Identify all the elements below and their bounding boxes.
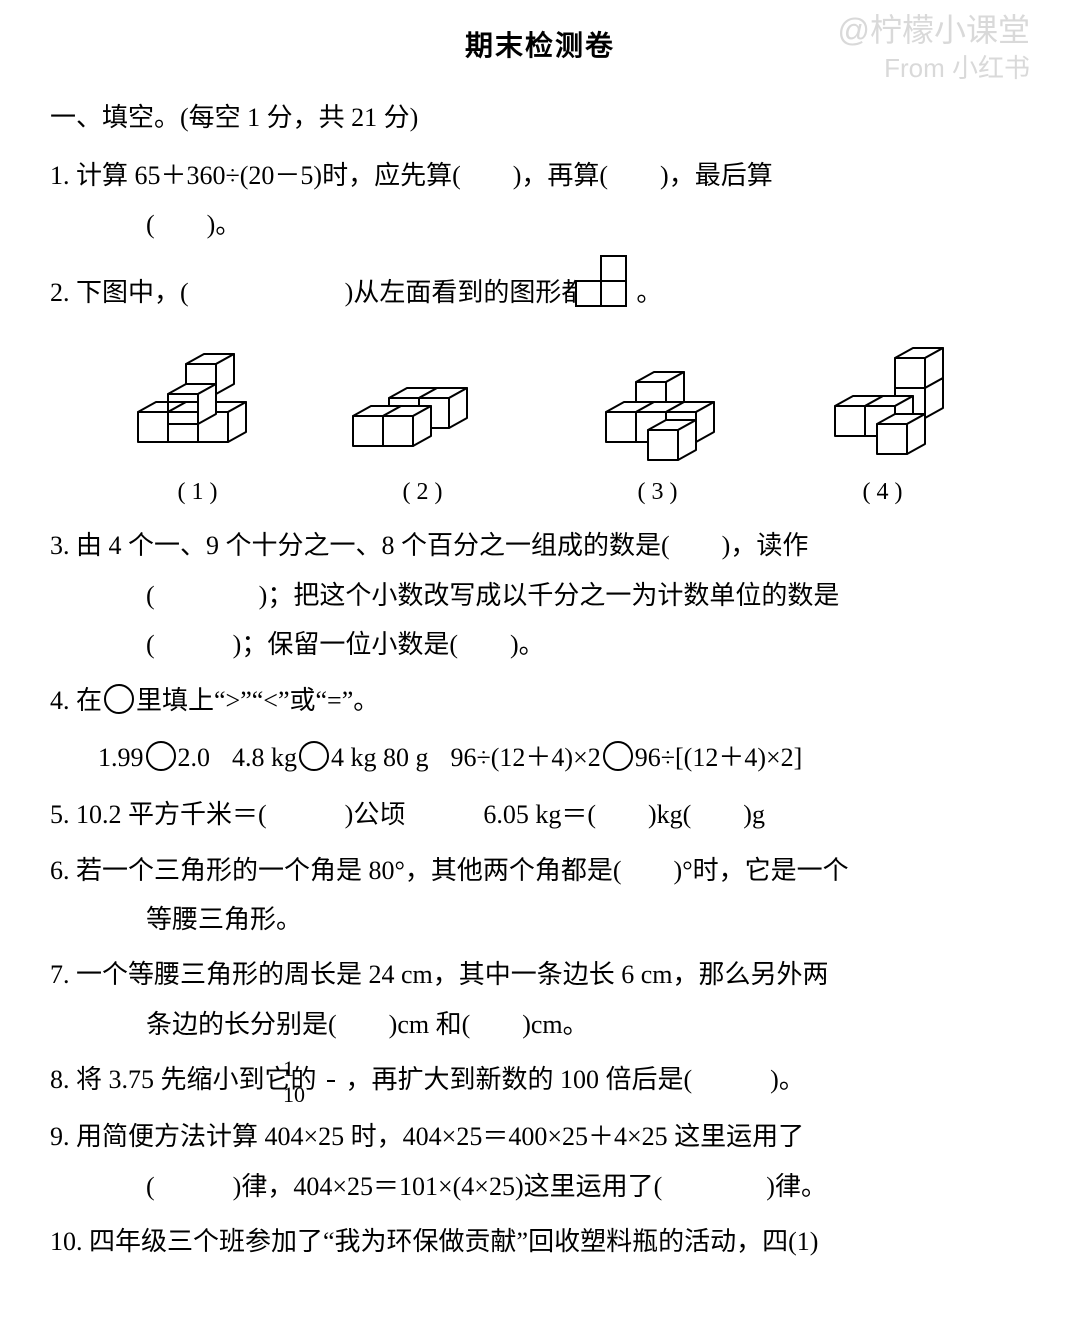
q4-expressions: 1.992.0 4.8 kg4 kg 80 g 96÷(12＋4)×296÷[(… xyxy=(50,733,1030,782)
q4-exp2: 4.8 kg4 kg 80 g xyxy=(232,733,429,782)
q4-text2: 里填上“>”“<”或“=”。 xyxy=(136,686,379,715)
q8-text2: ，再扩大到新数的 100 倍后是( )。 xyxy=(346,1065,805,1094)
circle-icon xyxy=(603,741,633,771)
fraction-denominator: 10 xyxy=(327,1082,335,1106)
q1-text: 1. 计算 65＋360÷(20－5)时，应先算( )，再算( )，最后算 xyxy=(50,161,773,190)
figure-4: ( 4 ) xyxy=(803,336,963,516)
q1-cont: ( )。 xyxy=(98,200,1030,249)
q6-text: 6. 若一个三角形的一个角是 80°，其他两个角都是( )°时，它是一个 xyxy=(50,856,849,885)
circle-icon xyxy=(104,684,134,714)
figure-1: ( 1 ) xyxy=(118,346,278,516)
q9-text: 9. 用简便方法计算 404×25 时，404×25＝400×25＋4×25 这… xyxy=(50,1122,804,1151)
figure-3: ( 3 ) xyxy=(568,346,748,516)
cube-figure-3-icon xyxy=(568,346,748,466)
question-2: 2. 下图中，( )从左面看到的图形都是 。 xyxy=(50,255,1030,325)
q3-text: 3. 由 4 个一、9 个十分之一、8 个百分之一组成的数是( )，读作 xyxy=(50,531,808,560)
section-1-header: 一、填空。(每空 1 分，共 21 分) xyxy=(50,93,1030,142)
question-3: 3. 由 4 个一、9 个十分之一、8 个百分之一组成的数是( )，读作 ( )… xyxy=(50,521,1030,669)
figure-row: ( 1 ) ( 2 ) xyxy=(90,336,990,516)
question-10: 10. 四年级三个班参加了“我为环保做贡献”回收塑料瓶的活动，四(1) xyxy=(50,1217,1030,1266)
question-4: 4. 在 里填上“>”“<”或“=”。 xyxy=(50,676,1030,725)
q9-cont: ( )律，404×25＝101×(4×25)这里运用了( )律。 xyxy=(98,1162,1030,1211)
q4-exp1: 1.992.0 xyxy=(98,733,210,782)
q2-tail: 。 xyxy=(636,278,662,307)
q2-text: 2. 下图中，( )从左面看到的图形都是 xyxy=(50,278,613,307)
q4-text: 4. 在 xyxy=(50,686,102,715)
q3-cont1: ( )；把这个小数改写成以千分之一为计数单位的数是 xyxy=(98,571,1030,620)
q8-text1: 8. 将 3.75 先缩小到它的 xyxy=(50,1065,317,1094)
q3-cont2: ( )；保留一位小数是( )。 xyxy=(98,620,1030,669)
fraction-one-tenth: 1 10 xyxy=(327,1058,335,1106)
figure-2-label: ( 2 ) xyxy=(333,470,513,516)
cube-figure-2-icon xyxy=(333,346,513,466)
cube-figure-4-icon xyxy=(803,336,963,466)
q4-exp3: 96÷(12＋4)×296÷[(12＋4)×2] xyxy=(451,733,803,782)
watermark-overlay: @柠檬小课堂 From 小红书 xyxy=(838,10,1031,85)
circle-icon xyxy=(299,741,329,771)
figure-4-label: ( 4 ) xyxy=(803,470,963,516)
question-5: 5. 10.2 平方千米＝( )公顷 6.05 kg＝( )kg( )g xyxy=(50,790,1030,839)
question-6: 6. 若一个三角形的一个角是 80°，其他两个角都是( )°时，它是一个 等腰三… xyxy=(50,846,1030,945)
fraction-numerator: 1 xyxy=(327,1058,335,1082)
watermark-line2: From 小红书 xyxy=(838,52,1031,86)
lshape-icon xyxy=(622,255,628,325)
question-9: 9. 用简便方法计算 404×25 时，404×25＝400×25＋4×25 这… xyxy=(50,1112,1030,1211)
figure-1-label: ( 1 ) xyxy=(118,470,278,516)
question-7: 7. 一个等腰三角形的周长是 24 cm，其中一条边长 6 cm，那么另外两 条… xyxy=(50,950,1030,1049)
question-1: 1. 计算 65＋360÷(20－5)时，应先算( )，再算( )，最后算 ( … xyxy=(50,151,1030,250)
watermark-line1: @柠檬小课堂 xyxy=(838,10,1031,52)
figure-3-label: ( 3 ) xyxy=(568,470,748,516)
q7-text: 7. 一个等腰三角形的周长是 24 cm，其中一条边长 6 cm，那么另外两 xyxy=(50,960,829,989)
q7-cont: 条边的长分别是( )cm 和( )cm。 xyxy=(98,1000,1030,1049)
circle-icon xyxy=(146,741,176,771)
cube-figure-1-icon xyxy=(118,346,278,466)
figure-2: ( 2 ) xyxy=(333,346,513,516)
question-8: 8. 将 3.75 先缩小到它的 1 10 ，再扩大到新数的 100 倍后是( … xyxy=(50,1055,1030,1106)
q6-cont: 等腰三角形。 xyxy=(98,895,1030,944)
